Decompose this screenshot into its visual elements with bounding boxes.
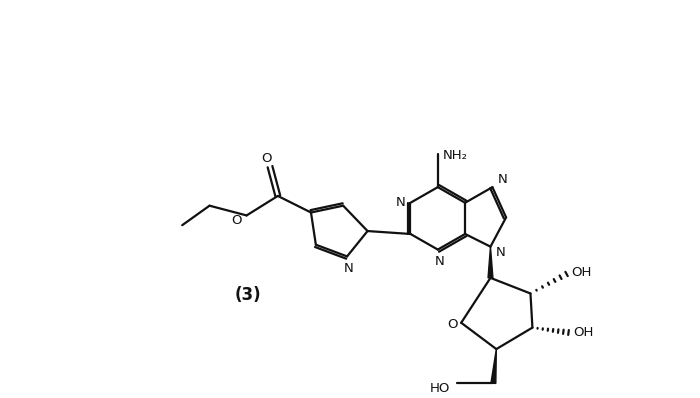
Text: O: O: [261, 152, 272, 165]
Polygon shape: [488, 247, 493, 278]
Polygon shape: [491, 349, 496, 383]
Text: N: N: [497, 173, 507, 186]
Text: N: N: [435, 255, 444, 268]
Text: O: O: [232, 214, 242, 227]
Text: O: O: [447, 318, 458, 331]
Text: (3): (3): [234, 287, 261, 304]
Text: OH: OH: [573, 326, 594, 339]
Text: NH₂: NH₂: [443, 149, 468, 162]
Text: OH: OH: [571, 265, 592, 279]
Text: HO: HO: [430, 382, 450, 394]
Text: N: N: [396, 196, 405, 209]
Text: N: N: [344, 261, 354, 275]
Text: N: N: [496, 246, 505, 259]
